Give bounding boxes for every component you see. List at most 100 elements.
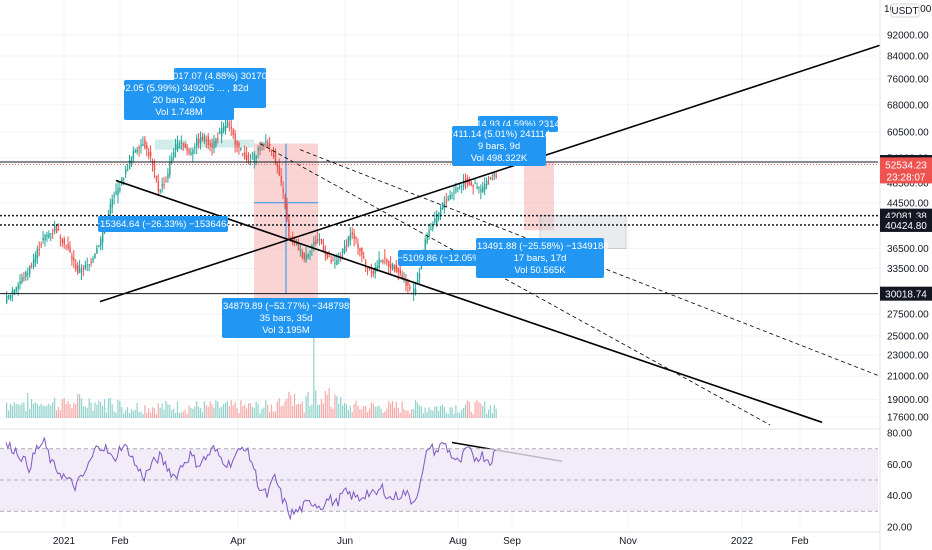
candle-body-126: [247, 156, 250, 158]
candle-body-116: [228, 124, 231, 126]
volume-bar-209: [407, 410, 409, 418]
candle-body-114: [224, 125, 227, 130]
volume-bar-161: [315, 390, 317, 418]
rise-zone-feb: [155, 139, 187, 150]
candle-body-238: [462, 181, 465, 187]
candle-body-166: [324, 251, 327, 256]
candle-body-29: [61, 239, 64, 243]
price-tick-4: 60500.00: [887, 127, 929, 138]
candle-body-23: [50, 233, 52, 235]
current-price-tag: 52534.23: [885, 160, 927, 171]
volume-bar-168: [328, 387, 330, 418]
price-axis[interactable]: 100000.00USDT92000.0084000.0076000.00680…: [879, 0, 932, 550]
volume-bar-206: [401, 401, 403, 418]
volume-bar-96: [190, 407, 192, 418]
x-tick-6: Nov: [619, 536, 637, 547]
x-tick-1: Feb: [111, 536, 129, 547]
candle-body-219: [426, 235, 428, 243]
measure-label-6-line-0: −5109.86 (−12.05%: [397, 253, 481, 264]
level-tag-bg-2: [880, 217, 932, 232]
volume-bar-165: [322, 403, 324, 418]
volume-bar-144: [282, 405, 284, 418]
candle-body-96: [190, 152, 192, 155]
candle-body-91: [180, 143, 183, 145]
candle-body-226: [439, 208, 442, 216]
volume-bar-77: [153, 408, 156, 418]
volume-bar-154: [301, 401, 303, 418]
candle-body-9: [23, 276, 25, 279]
candle-body-224: [436, 214, 438, 225]
candle-body-7: [19, 281, 21, 285]
volume-bar-7: [19, 405, 21, 418]
volume-bar-231: [449, 407, 451, 418]
candle-body-220: [428, 230, 430, 236]
candle-body-202: [393, 264, 396, 271]
volume-bar-253: [491, 413, 493, 418]
candle-body-65: [130, 157, 133, 165]
volume-bar-249: [484, 401, 486, 418]
x-tick-8: Feb: [791, 536, 809, 547]
volume-bar-210: [409, 413, 411, 418]
candle-body-82: [163, 183, 165, 186]
candle-body-1: [7, 294, 10, 298]
volume-bar-95: [188, 405, 190, 418]
candle-body-117: [230, 126, 233, 129]
volume-bar-50: [102, 405, 104, 418]
volume-bar-239: [464, 404, 467, 418]
price-tick-1: 84000.00: [887, 52, 929, 63]
horizontal-levels[interactable]: [0, 161, 878, 295]
candle-body-154: [301, 251, 304, 258]
candle-body-101: [199, 136, 202, 144]
candle-body-89: [176, 143, 179, 151]
volume-bar-119: [234, 402, 236, 418]
volume-bar-145: [284, 401, 286, 418]
volume-bar-11: [27, 393, 29, 418]
price-tick-7: 44500.00: [887, 198, 929, 209]
candle-body-181: [353, 233, 355, 239]
price-tick-14: 19000.00: [887, 395, 929, 406]
volume-bar-115: [226, 401, 228, 418]
volume-bar-158: [309, 406, 311, 418]
volume-bar-156: [305, 396, 307, 418]
volume-bar-53: [107, 398, 109, 418]
candle-body-31: [65, 245, 67, 247]
measure-label-1-line-0: 3492.05 (5.99%) 349205 ... , 32d: [110, 83, 249, 94]
volume-bar-188: [366, 412, 369, 418]
volume-bar-49: [100, 402, 102, 418]
volume-bar-80: [159, 407, 161, 418]
volume-bar-46: [94, 402, 96, 418]
volume-bar-74: [148, 408, 150, 418]
volume-bar-180: [351, 412, 353, 418]
volume-bar-191: [372, 403, 374, 418]
candle-body-108: [213, 141, 215, 149]
candle-body-247: [480, 189, 482, 192]
candle-body-204: [397, 268, 400, 273]
candle-body-5: [15, 287, 17, 292]
candle-body-111: [219, 131, 221, 134]
measure-label-0-line-0: 3017.07 (4.88%) 301707: [168, 71, 273, 82]
candle-body-196: [382, 260, 384, 263]
candle-body-134: [263, 143, 265, 146]
candle-body-151: [295, 243, 298, 245]
candle-body-191: [372, 270, 375, 274]
candle-body-218: [424, 239, 426, 254]
measure-label-3-line-2: Vol 498.322K: [471, 153, 528, 164]
volume-bar-3: [11, 405, 13, 418]
volume-bar-194: [378, 405, 380, 418]
candle-body-162: [317, 238, 319, 241]
volume-bar-202: [393, 407, 396, 418]
volume-bar-129: [253, 407, 255, 418]
volume-bar-44: [90, 402, 92, 418]
volume-bar-94: [186, 413, 188, 418]
time-axis[interactable]: 2021 Feb Apr Jun Aug Sep Nov 2022 Feb: [0, 531, 880, 547]
candle-body-25: [54, 225, 56, 232]
candle-body-165: [322, 246, 325, 252]
candle-body-85: [169, 162, 171, 176]
volume-bar-198: [386, 408, 388, 418]
volume-bar-218: [424, 407, 426, 418]
volume-bar-171: [334, 394, 336, 418]
volume-bar-127: [249, 403, 252, 418]
volume-bar-89: [176, 401, 179, 418]
volume-bar-114: [224, 402, 227, 418]
